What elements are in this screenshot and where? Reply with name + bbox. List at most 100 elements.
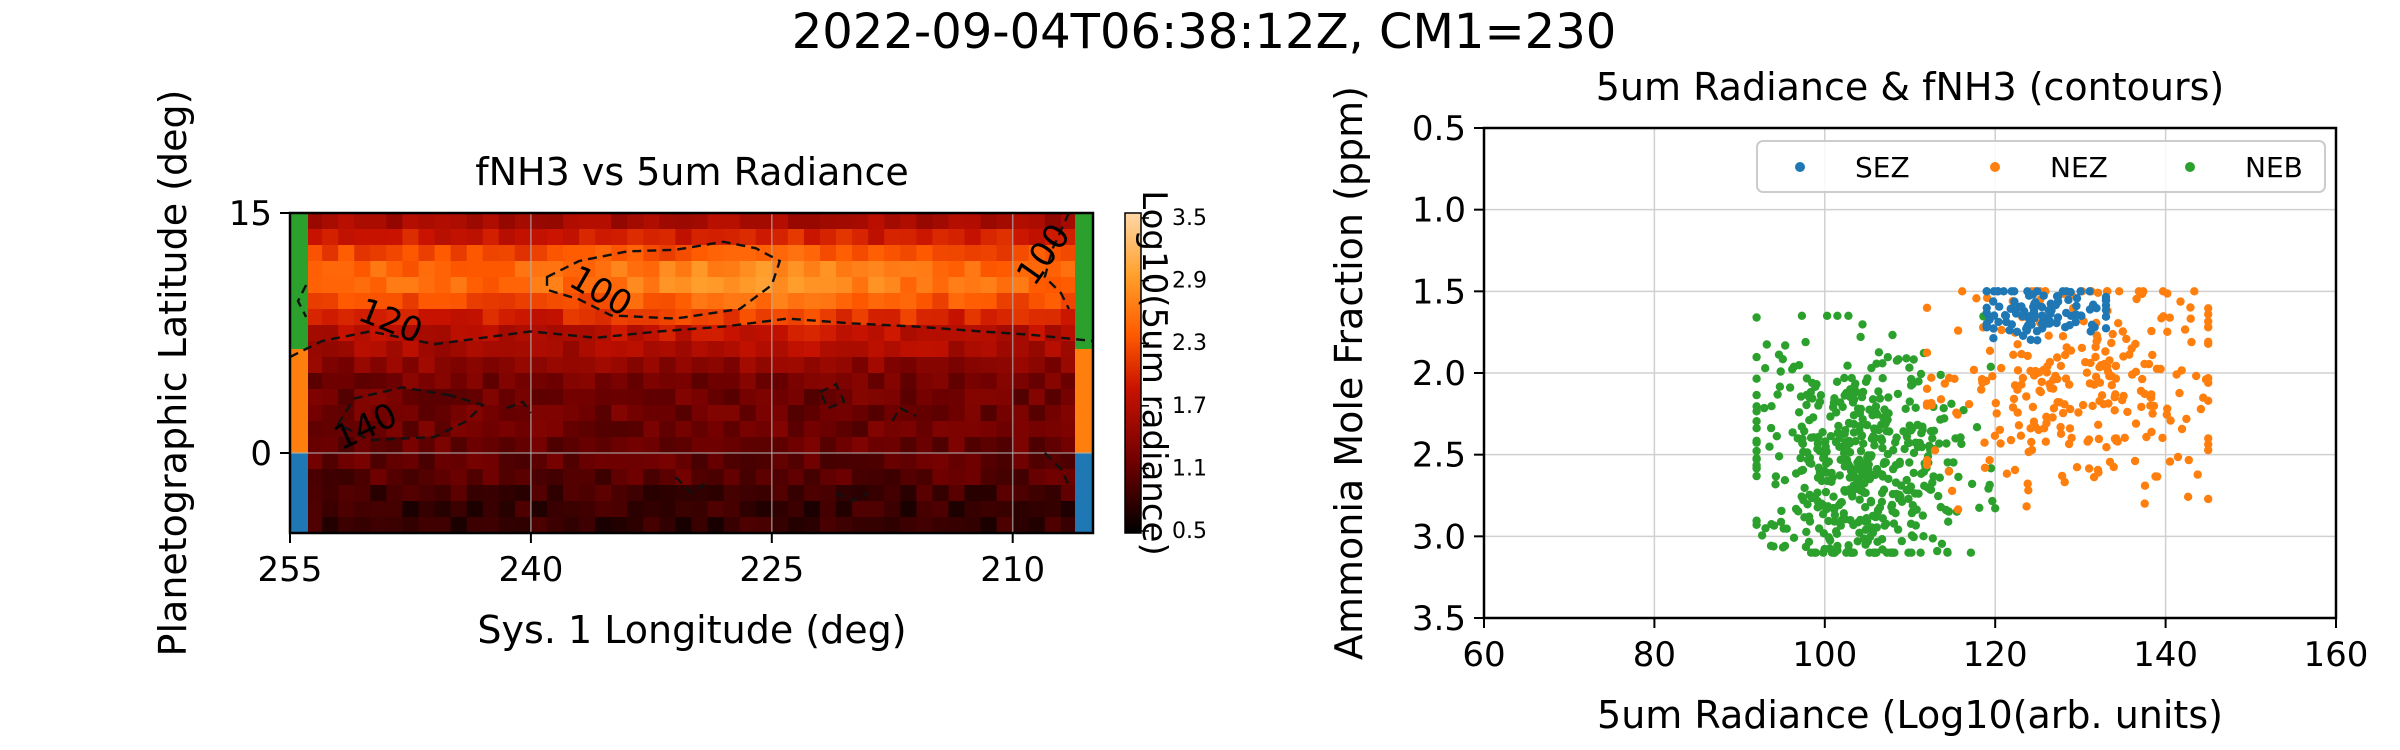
scatter-point-nez <box>2053 353 2062 362</box>
heatmap-cell <box>675 501 693 518</box>
scatter-point-nez <box>2204 317 2213 326</box>
scatter-point-neb <box>1752 464 1761 473</box>
scatter-point-neb <box>1752 402 1761 411</box>
heatmap-cell <box>579 229 596 246</box>
scatter-point-nez <box>2131 367 2141 376</box>
heatmap-cell <box>402 485 420 502</box>
heatmap-cell <box>595 501 612 518</box>
scatter-point-nez <box>2196 404 2206 414</box>
heatmap-cell <box>402 309 420 326</box>
heatmap-cell <box>755 357 773 374</box>
colorbar-tick-label: 0.5 <box>1172 519 1207 544</box>
scatter-point-neb <box>1794 408 1804 417</box>
heatmap-cell <box>996 485 1014 502</box>
heatmap-cell <box>306 325 323 342</box>
heatmap-cell <box>852 485 869 502</box>
heatmap-cell <box>322 517 339 534</box>
heatmap-cell <box>659 277 677 294</box>
heatmap-cell <box>386 373 404 390</box>
scatter-point-nez <box>2027 445 2037 455</box>
scatter-point-neb <box>1819 454 1828 463</box>
scatter-point-nez <box>2055 398 2064 407</box>
heatmap-cell <box>836 485 853 502</box>
heatmap-cell <box>868 357 885 374</box>
scatter-point-neb <box>1796 392 1806 401</box>
scatter-point-nez <box>2180 325 2190 334</box>
heatmap-cell <box>627 421 644 438</box>
scatter-point-neb <box>1935 439 1944 448</box>
scatter-point-nez <box>2067 433 2076 443</box>
scatter-point-neb <box>1870 441 1879 450</box>
scatter-point-sez <box>2092 304 2101 313</box>
heatmap-cell <box>627 389 644 406</box>
heatmap-cell <box>306 341 323 358</box>
scatter-point-neb <box>1837 498 1847 507</box>
heatmap-cell <box>450 405 468 422</box>
heatmap-cell <box>418 213 436 230</box>
heatmap-cell <box>498 485 516 502</box>
scatter-point-neb <box>1861 503 1870 512</box>
scatter-point-neb <box>1826 412 1835 421</box>
heatmap-cell <box>338 293 355 310</box>
scatter-point-neb <box>1914 489 1923 498</box>
heatmap-cell <box>1028 341 1046 358</box>
heatmap-cell <box>996 245 1014 262</box>
scatter-point-neb <box>1752 446 1761 456</box>
heatmap-cell <box>964 325 982 342</box>
scatter-point-nez <box>1944 467 1954 476</box>
heatmap-cell <box>643 517 660 534</box>
heatmap-cell <box>980 293 998 310</box>
scatter-point-neb <box>1824 516 1833 526</box>
scatter-point-sez <box>2000 311 2010 320</box>
heatmap-cell <box>1044 437 1062 454</box>
heatmap-cell <box>707 325 725 342</box>
legend-marker-nez <box>1990 162 2000 172</box>
heatmap-cell <box>466 517 484 534</box>
scatter-point-neb <box>1893 525 1903 534</box>
heatmap-cell <box>659 245 677 262</box>
heatmap-cell <box>595 389 612 406</box>
scatter-point-nez <box>2010 465 2020 475</box>
heatmap-cell <box>932 389 950 406</box>
scatter-point-sez <box>1994 317 2003 327</box>
heatmap-cell <box>868 229 885 246</box>
heatmap-cell <box>707 405 725 422</box>
heatmap-cell <box>755 261 773 278</box>
contour-line <box>674 476 709 495</box>
heatmap-cell <box>482 405 500 422</box>
scatter-point-nez <box>2137 402 2146 412</box>
heatmap-cell <box>803 341 821 358</box>
scatter-y-tick-label: 0.5 <box>1412 109 1466 149</box>
heatmap-cell <box>402 277 420 294</box>
heatmap-cell <box>948 261 966 278</box>
scatter-point-sez <box>2085 305 2095 314</box>
heatmap-cell <box>354 485 371 502</box>
heatmap-cell <box>1012 469 1030 486</box>
scatter-point-nez <box>2190 287 2199 296</box>
heatmap-cell <box>996 373 1014 390</box>
scatter-point-neb <box>1916 369 1926 379</box>
scatter-point-neb <box>1852 484 1861 493</box>
scatter-point-nez <box>2186 303 2195 312</box>
heatmap-cell <box>691 517 709 534</box>
heatmap-cell <box>787 453 805 470</box>
heatmap-cell <box>723 309 741 326</box>
scatter-point-neb <box>1877 434 1886 443</box>
heatmap-cell <box>932 405 950 422</box>
heatmap-cell <box>836 245 853 262</box>
heatmap-cell <box>322 261 339 278</box>
scatter-point-neb <box>1813 439 1823 448</box>
heatmap-cell <box>691 501 709 518</box>
heatmap-cell <box>1044 389 1062 406</box>
scatter-point-sez <box>2018 331 2028 340</box>
heatmap-cell <box>546 309 564 326</box>
scatter-point-neb <box>1859 439 1868 448</box>
heatmap-cell <box>514 309 532 326</box>
heatmap-cell <box>450 277 468 294</box>
heatmap-cell <box>755 421 773 438</box>
heatmap-cell <box>386 421 404 438</box>
heatmap-cell <box>370 277 387 294</box>
scatter-point-neb <box>1842 388 1851 398</box>
scatter-point-neb <box>1849 548 1859 557</box>
scatter-point-nez <box>2172 370 2181 379</box>
